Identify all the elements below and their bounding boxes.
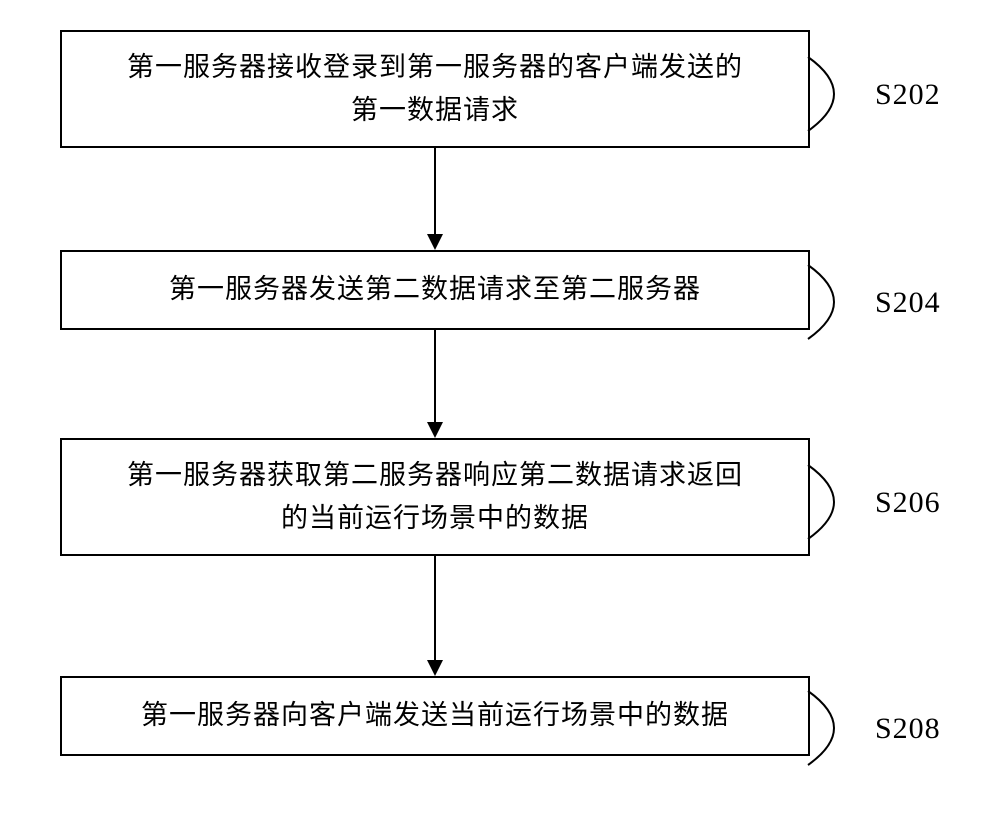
step-label-s208: S208	[875, 712, 941, 746]
flowchart-canvas: 第一服务器接收登录到第一服务器的客户端发送的 第一数据请求 S202 第一服务器…	[0, 0, 1000, 816]
brace-s208	[0, 0, 1000, 816]
